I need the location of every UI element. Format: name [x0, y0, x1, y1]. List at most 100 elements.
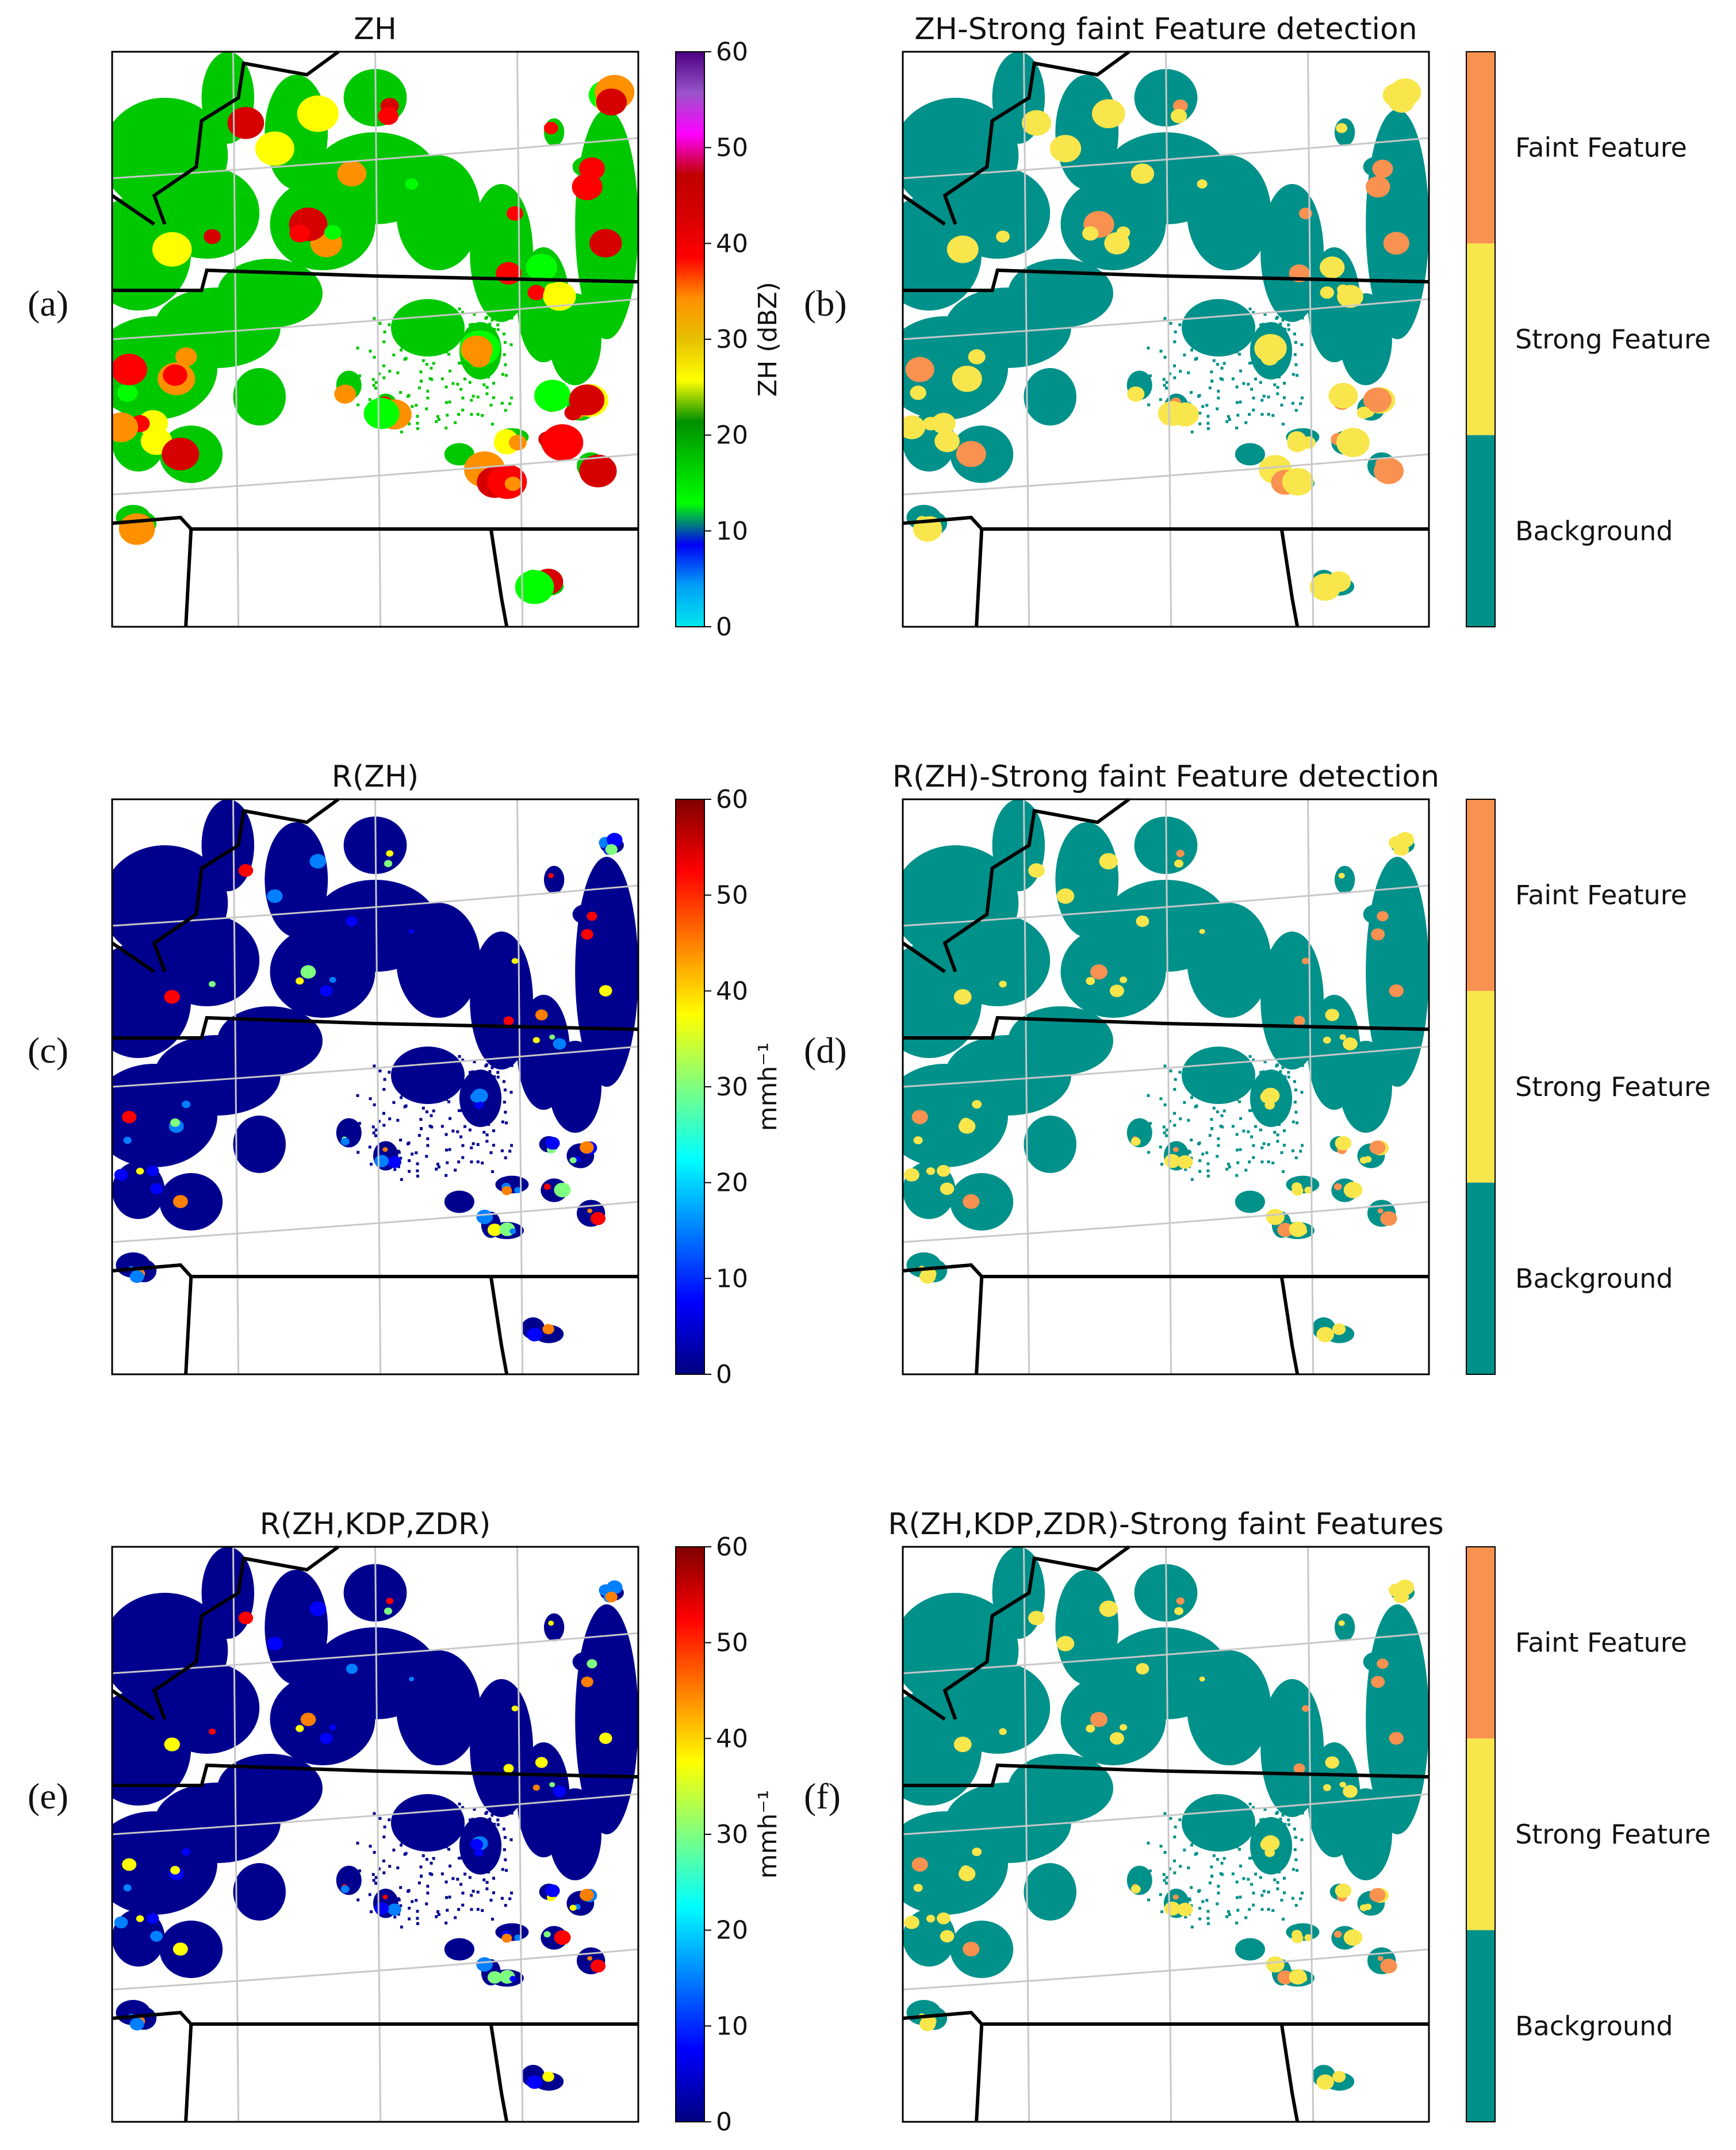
precip-speckle: [1193, 328, 1197, 331]
precip-core: [129, 1270, 144, 1283]
precip-speckle: [1232, 305, 1235, 309]
precip-speckle: [1247, 382, 1250, 386]
precip-speckle: [1238, 1848, 1241, 1851]
precip-speckle: [441, 1053, 444, 1056]
precip-core: [117, 384, 138, 402]
precip-speckle: [510, 396, 513, 400]
precip-speckle: [1224, 309, 1228, 313]
precip-speckle: [1206, 1917, 1210, 1920]
precip-speckle: [1194, 358, 1197, 361]
colorbar-tick-label: 60: [716, 785, 748, 814]
precip-speckle: [1273, 1130, 1277, 1134]
precip-core: [170, 1865, 181, 1875]
precip-core: [1293, 1763, 1305, 1774]
precip-speckle: [393, 1915, 397, 1919]
precip-speckle: [1250, 388, 1254, 391]
precip-speckle: [492, 381, 496, 385]
grid-parallel: [902, 298, 1430, 340]
precip-speckle: [402, 1072, 405, 1076]
category-swatch: [1466, 1738, 1495, 1930]
precip-speckle: [444, 1880, 448, 1884]
precip-speckle: [446, 413, 449, 417]
precip-core: [1099, 853, 1118, 870]
precip-speckle: [1202, 1807, 1206, 1810]
precip-core: [1323, 1784, 1331, 1791]
precip-speckle: [1199, 330, 1202, 334]
precip-core: [1380, 1959, 1397, 1973]
precip-core: [122, 1110, 137, 1124]
precip-speckle: [1210, 1080, 1213, 1083]
precip-speckle: [1210, 1875, 1214, 1878]
precip-speckle: [1217, 1144, 1220, 1147]
precip-speckle: [1169, 1069, 1172, 1072]
precip-speckle: [1217, 1097, 1221, 1100]
precip-speckle: [1300, 343, 1304, 346]
precip-core: [1158, 401, 1187, 426]
border-southeast: [489, 2023, 509, 2122]
precip-speckle: [1291, 317, 1294, 321]
precip-speckle: [1276, 370, 1279, 374]
precip-speckle: [425, 1110, 428, 1114]
precip-core: [173, 1942, 188, 1956]
precip-speckle: [503, 340, 507, 344]
precip-speckle: [501, 373, 504, 376]
precip-speckle: [470, 1160, 473, 1164]
precip-speckle: [416, 415, 419, 418]
precip-speckle: [1208, 386, 1212, 390]
precip-speckle: [1184, 1168, 1187, 1171]
precip-field: [903, 799, 1429, 1343]
precip-speckle: [1163, 1103, 1167, 1106]
precip-core: [572, 173, 603, 201]
precip-speckle: [490, 319, 494, 322]
precip-speckle: [1206, 1061, 1210, 1065]
precip-core: [378, 107, 398, 125]
precip-core: [1136, 1663, 1149, 1675]
category-label: Strong Feature: [1515, 1071, 1711, 1102]
precip-speckle: [1200, 319, 1204, 322]
precip-core: [569, 1904, 577, 1911]
precip-speckle: [1148, 1869, 1152, 1873]
precip-speckle: [485, 1074, 488, 1078]
grid-meridian: [232, 1546, 240, 2122]
precip-core: [1090, 964, 1108, 980]
panel-label-f: (f): [804, 1776, 841, 1816]
precip-speckle: [1299, 1897, 1302, 1900]
precip-speckle: [1300, 1838, 1304, 1841]
precip-speckle: [408, 1159, 411, 1163]
grid-parallel: [112, 1201, 639, 1243]
precip-speckle: [417, 331, 420, 334]
precip-speckle: [444, 1133, 448, 1136]
precip-speckle: [1247, 1130, 1250, 1133]
precip-speckle: [411, 1152, 414, 1156]
precip-speckle: [444, 350, 448, 354]
precip-speckle: [496, 1071, 500, 1074]
precip-speckle: [1165, 381, 1168, 384]
precip-speckle: [485, 1881, 489, 1884]
precip-speckle: [378, 321, 382, 325]
precip-core: [903, 415, 926, 439]
precip-core: [386, 850, 394, 857]
precip-core: [1372, 159, 1393, 178]
precip-speckle: [1190, 1139, 1193, 1142]
precip-speckle: [1187, 1149, 1191, 1153]
precip-core: [329, 976, 336, 983]
precip-speckle: [1214, 1805, 1218, 1808]
precip-speckle: [399, 1886, 403, 1890]
precip-area: [1308, 247, 1361, 362]
precip-speckle: [430, 378, 434, 381]
precip-speckle: [493, 1105, 496, 1109]
precip-core: [605, 1591, 618, 1603]
precip-speckle: [1172, 1112, 1176, 1115]
precip-speckle: [430, 1861, 433, 1865]
precip-speckle: [1294, 340, 1297, 344]
colorbar-tick-label: 60: [716, 37, 748, 67]
precip-speckle: [512, 305, 515, 308]
precip-core: [508, 435, 527, 451]
precip-core: [320, 1733, 333, 1744]
precip-core: [123, 1884, 132, 1892]
precip-speckle: [1253, 354, 1256, 357]
precip-speckle: [382, 364, 385, 367]
precip-speckle: [1174, 1825, 1177, 1829]
precip-speckle: [409, 1814, 413, 1817]
precip-core: [1277, 1970, 1294, 1985]
